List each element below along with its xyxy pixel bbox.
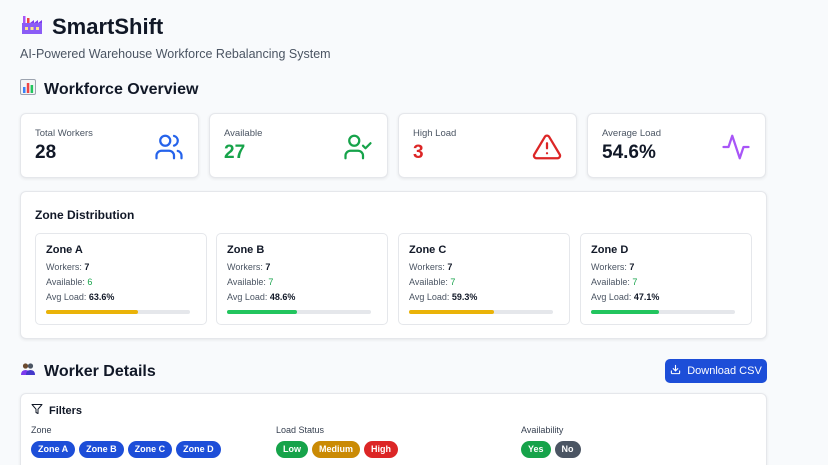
app-title: SmartShift bbox=[20, 12, 331, 42]
stat-label: Available bbox=[224, 128, 263, 139]
zone-filter-label: Zone bbox=[31, 425, 52, 435]
chip-zone-b[interactable]: Zone B bbox=[79, 441, 124, 458]
stat-label: Average Load bbox=[602, 128, 661, 139]
activity-icon bbox=[721, 132, 751, 162]
load-status-filter-group: Load Status Low Medium High bbox=[276, 425, 399, 458]
zone-available: Available: 7 bbox=[409, 277, 456, 287]
stat-label: High Load bbox=[413, 128, 457, 139]
workforce-overview-title: Workforce Overview bbox=[44, 80, 199, 98]
users-icon bbox=[154, 132, 184, 162]
stat-card-average-load: Average Load 54.6% bbox=[587, 113, 766, 178]
chip-load-low[interactable]: Low bbox=[276, 441, 308, 458]
chip-load-medium[interactable]: Medium bbox=[312, 441, 361, 458]
zone-card-d: Zone D Workers: 7 Available: 7 Avg Load:… bbox=[580, 233, 752, 325]
load-bar-fill bbox=[409, 310, 495, 314]
zone-name: Zone D bbox=[591, 244, 629, 256]
warning-icon bbox=[532, 132, 562, 162]
chip-zone-a[interactable]: Zone A bbox=[31, 441, 76, 458]
availability-filter-group: Availability Yes No bbox=[521, 425, 581, 458]
stat-label: Total Workers bbox=[35, 128, 93, 139]
workforce-overview-heading: Workforce Overview bbox=[20, 79, 198, 100]
app-subtitle: AI-Powered Warehouse Workforce Rebalanci… bbox=[20, 47, 331, 61]
bar-chart-icon bbox=[20, 79, 36, 100]
zone-card-a: Zone A Workers: 7 Available: 6 Avg Load:… bbox=[35, 233, 207, 325]
zone-workers: Workers: 7 bbox=[591, 262, 635, 272]
user-check-icon bbox=[343, 132, 373, 162]
chip-load-high[interactable]: High bbox=[364, 441, 399, 458]
zone-available: Available: 7 bbox=[591, 277, 638, 287]
zone-filter-group: Zone Zone A Zone B Zone C Zone D bbox=[31, 425, 221, 458]
filters-title: Filters bbox=[49, 404, 83, 417]
app-header: SmartShift AI-Powered Warehouse Workforc… bbox=[20, 12, 331, 61]
chip-zone-c[interactable]: Zone C bbox=[127, 441, 173, 458]
stat-card-total-workers: Total Workers 28 bbox=[20, 113, 199, 178]
zone-avg-load: Avg Load: 47.1% bbox=[591, 292, 660, 302]
stat-value: 27 bbox=[224, 142, 246, 163]
app-title-text: SmartShift bbox=[52, 14, 164, 39]
zone-workers: Workers: 7 bbox=[227, 262, 271, 272]
stat-value: 54.6% bbox=[602, 142, 656, 163]
chip-availability-no[interactable]: No bbox=[554, 441, 581, 458]
zone-avg-load: Avg Load: 59.3% bbox=[409, 292, 478, 302]
download-csv-label: Download CSV bbox=[687, 365, 762, 377]
zone-name: Zone A bbox=[46, 244, 83, 256]
worker-details-title: Worker Details bbox=[44, 362, 156, 380]
zone-card-b: Zone B Workers: 7 Available: 7 Avg Load:… bbox=[216, 233, 388, 325]
zone-distribution-title: Zone Distribution bbox=[35, 208, 135, 222]
people-icon bbox=[20, 361, 36, 382]
zone-avg-load: Avg Load: 48.6% bbox=[227, 292, 296, 302]
zone-name: Zone C bbox=[409, 244, 447, 256]
zone-workers: Workers: 7 bbox=[409, 262, 453, 272]
load-bar-track bbox=[591, 310, 735, 314]
chip-availability-yes[interactable]: Yes bbox=[521, 441, 551, 458]
zone-distribution-panel: Zone Distribution Zone A Workers: 7 Avai… bbox=[20, 191, 767, 339]
zone-workers: Workers: 7 bbox=[46, 262, 90, 272]
stat-card-available: Available 27 bbox=[209, 113, 388, 178]
load-bar-track bbox=[409, 310, 553, 314]
stat-value: 28 bbox=[35, 142, 57, 163]
load-status-filter-label: Load Status bbox=[276, 425, 325, 435]
zone-name: Zone B bbox=[227, 244, 265, 256]
worker-details-heading: Worker Details bbox=[20, 361, 156, 382]
load-bar-track bbox=[227, 310, 371, 314]
factory-icon bbox=[20, 12, 44, 42]
stat-value: 3 bbox=[413, 142, 424, 163]
load-bar-fill bbox=[46, 310, 138, 314]
filter-icon bbox=[31, 403, 43, 418]
load-bar-fill bbox=[227, 310, 297, 314]
availability-filter-label: Availability bbox=[521, 425, 564, 435]
download-icon bbox=[670, 364, 681, 378]
filters-panel: Filters Zone Zone A Zone B Zone C Zone D… bbox=[20, 393, 767, 465]
download-csv-button[interactable]: Download CSV bbox=[665, 359, 767, 383]
filters-heading: Filters bbox=[31, 403, 82, 418]
zone-avg-load: Avg Load: 63.6% bbox=[46, 292, 115, 302]
zone-card-c: Zone C Workers: 7 Available: 7 Avg Load:… bbox=[398, 233, 570, 325]
load-bar-track bbox=[46, 310, 190, 314]
stat-card-high-load: High Load 3 bbox=[398, 113, 577, 178]
chip-zone-d[interactable]: Zone D bbox=[176, 441, 221, 458]
zone-available: Available: 7 bbox=[227, 277, 274, 287]
zone-available: Available: 6 bbox=[46, 277, 93, 287]
load-bar-fill bbox=[591, 310, 659, 314]
